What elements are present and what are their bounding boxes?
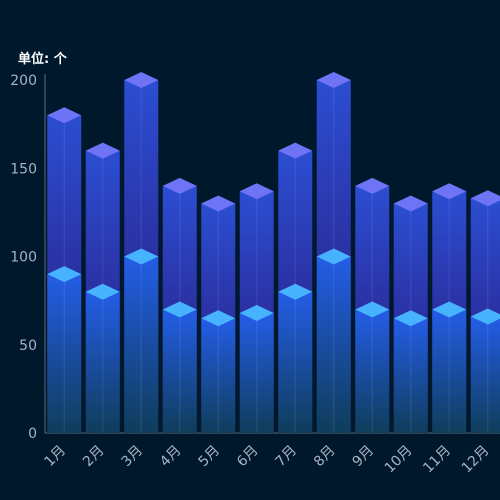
front-series — [47, 248, 500, 433]
front-bar-6 — [239, 312, 274, 433]
x-tick-label: 2月 — [80, 443, 108, 471]
front-bar-cap-2 — [85, 283, 120, 300]
front-bar-cap-5 — [201, 310, 236, 327]
front-bar-cap-10 — [393, 310, 428, 327]
x-tick-label: 10月 — [382, 443, 416, 477]
front-bar-cap-6 — [239, 304, 274, 321]
y-tick-label: 0 — [28, 426, 37, 442]
x-tick-label: 1月 — [42, 443, 70, 471]
front-bar-cap-1 — [47, 266, 82, 283]
back-bar-cap-9 — [355, 177, 390, 194]
back-bar-cap-7 — [278, 142, 313, 159]
front-bar-5 — [201, 318, 236, 433]
front-bar-cap-8 — [316, 248, 351, 265]
x-tick-label: 6月 — [234, 443, 262, 471]
front-bar-7 — [278, 291, 313, 433]
x-tick-label: 9月 — [350, 443, 378, 471]
back-bar-cap-12 — [470, 190, 500, 207]
x-tick-label: 7月 — [273, 443, 301, 471]
back-bar-cap-4 — [162, 177, 197, 194]
front-bar-cap-12 — [470, 308, 500, 325]
front-bar-3 — [124, 256, 159, 433]
x-tick-label: 3月 — [119, 443, 147, 471]
back-bar-cap-2 — [85, 142, 120, 159]
back-bar-cap-10 — [393, 195, 428, 212]
front-bar-4 — [162, 309, 197, 433]
front-bar-cap-9 — [355, 301, 390, 318]
y-tick-label: 200 — [10, 73, 37, 89]
x-tick-label: 8月 — [311, 443, 339, 471]
front-bar-8 — [316, 256, 351, 433]
front-bar-12 — [470, 316, 500, 433]
unit-label: 单位: 个 — [18, 52, 67, 67]
back-bar-cap-3 — [124, 72, 159, 88]
front-bar-cap-3 — [124, 248, 159, 265]
back-bar-cap-5 — [201, 195, 236, 212]
x-tick-label: 12月 — [459, 443, 493, 477]
front-bar-11 — [432, 309, 467, 433]
front-bar-cap-7 — [278, 283, 313, 300]
back-bar-cap-8 — [316, 72, 351, 88]
x-tick-label: 4月 — [157, 443, 185, 471]
y-tick-label: 150 — [10, 161, 37, 177]
front-bar-1 — [47, 274, 82, 433]
back-bar-cap-11 — [432, 183, 467, 200]
y-tick-label: 50 — [19, 338, 37, 354]
back-bar-cap-6 — [239, 183, 274, 200]
back-bar-cap-1 — [47, 107, 82, 124]
front-bar-cap-11 — [432, 301, 467, 318]
front-bar-cap-4 — [162, 301, 197, 318]
front-bar-9 — [355, 309, 390, 433]
x-tick-label: 5月 — [196, 443, 224, 471]
y-tick-label: 100 — [10, 250, 37, 266]
front-bar-2 — [85, 291, 120, 433]
x-tick-label: 11月 — [420, 443, 454, 477]
front-bar-10 — [393, 318, 428, 433]
